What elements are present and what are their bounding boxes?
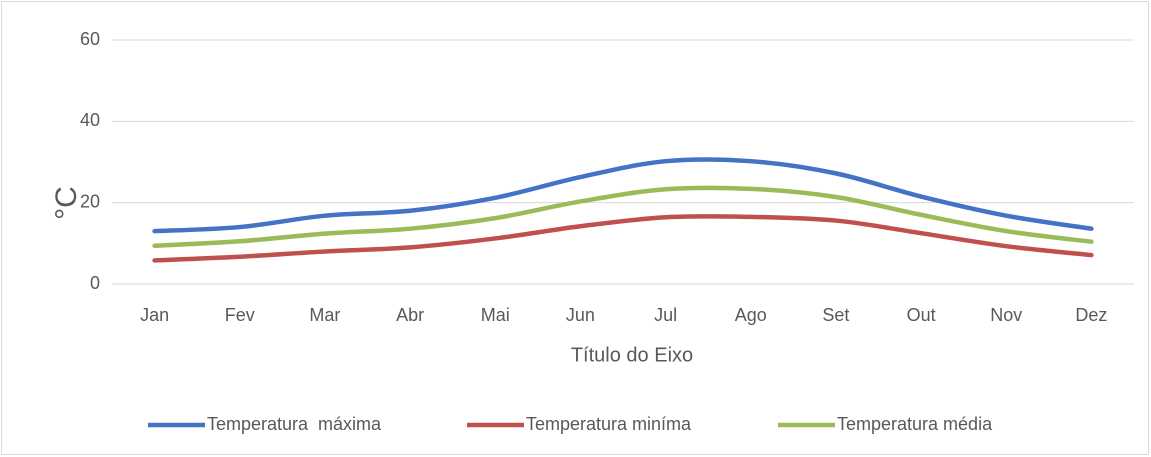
y-tick-label: 40: [80, 110, 100, 130]
legend-label: Temperatura média: [837, 414, 993, 434]
y-tick-label: 20: [80, 191, 100, 211]
x-tick-label: Out: [907, 305, 936, 325]
x-tick-label: Ago: [735, 305, 767, 325]
series-line: [152, 157, 1094, 234]
y-axis-label: °C: [50, 186, 83, 220]
x-tick-label: Abr: [396, 305, 424, 325]
legend-label: Temperatura miníma: [526, 414, 692, 434]
x-tick-label: Fev: [225, 305, 255, 325]
x-tick-label: Jul: [654, 305, 677, 325]
legend-label: Temperatura máxima: [207, 414, 382, 434]
series-line: [152, 214, 1094, 263]
x-tick-label: Mar: [309, 305, 340, 325]
series-line: [152, 185, 1094, 249]
y-tick-label: 60: [80, 29, 100, 49]
x-tick-label: Dez: [1075, 305, 1107, 325]
x-tick-label: Nov: [990, 305, 1022, 325]
x-axis-label: Título do Eixo: [571, 344, 693, 366]
x-tick-label: Jun: [566, 305, 595, 325]
x-tick-label: Set: [822, 305, 849, 325]
x-tick-label: Jan: [140, 305, 169, 325]
x-tick-label: Mai: [481, 305, 510, 325]
y-tick-label: 0: [90, 273, 100, 293]
